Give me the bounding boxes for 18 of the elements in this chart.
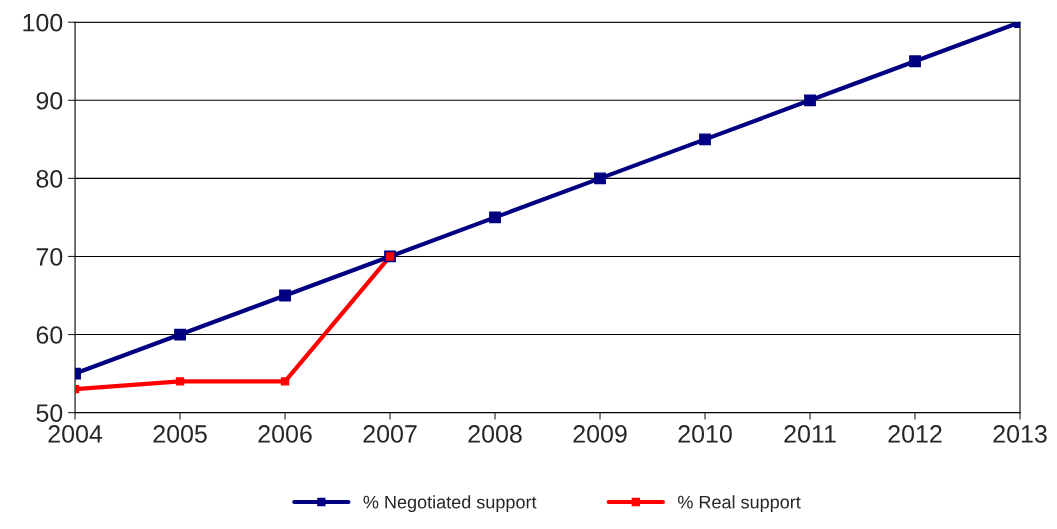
x-tick-label: 2011	[784, 425, 836, 443]
y-tick-label: 100	[23, 13, 63, 32]
y-tick-label: 70	[36, 248, 63, 266]
x-tick-label: 2010	[678, 425, 732, 443]
x-tick-label: 2006	[258, 425, 312, 443]
x-tick-label: 2008	[468, 425, 522, 443]
y-tick-label: 50	[36, 404, 63, 422]
y-tick-label: 80	[36, 169, 63, 188]
x-tick-label: 2009	[573, 425, 627, 443]
x-tick-label: 2012	[888, 425, 942, 443]
legend-label: % Real support	[677, 495, 801, 513]
y-tick-label: 90	[36, 91, 63, 110]
y-tick-label: 60	[36, 326, 63, 344]
x-tick-label: 2007	[363, 425, 417, 443]
x-tick-label: 2004	[48, 425, 103, 443]
x-tick-label: 2005	[153, 425, 207, 443]
legend-label: % Negotiated support	[363, 495, 537, 513]
x-tick-label: 2013	[993, 425, 1047, 443]
